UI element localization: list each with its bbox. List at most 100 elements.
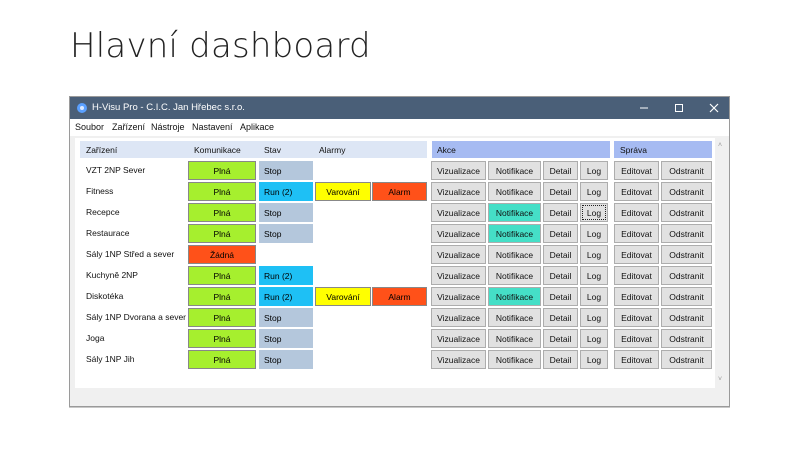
edit-button[interactable]: Editovat bbox=[614, 161, 659, 180]
visualization-button[interactable]: Vizualizace bbox=[431, 161, 486, 180]
visualization-button[interactable]: Vizualizace bbox=[431, 224, 486, 243]
communication-status: Plná bbox=[188, 308, 256, 327]
edit-button[interactable]: Editovat bbox=[614, 203, 659, 222]
communication-status: Plná bbox=[188, 266, 256, 285]
delete-button[interactable]: Odstranit bbox=[661, 224, 712, 243]
menu-zarizeni[interactable]: Zařízení bbox=[112, 122, 146, 132]
menu-soubor[interactable]: Soubor bbox=[75, 122, 105, 132]
table-row: Joga Plná Stop Vizualizace Notifikace Detail L… bbox=[75, 328, 720, 349]
scroll-up-icon[interactable]: ˄ bbox=[717, 141, 723, 149]
log-button[interactable]: Log bbox=[580, 203, 608, 222]
detail-button[interactable]: Detail bbox=[543, 350, 578, 369]
communication-status: Žádná bbox=[188, 245, 256, 264]
device-name: Sály 1NP Jih bbox=[86, 354, 135, 364]
visualization-button[interactable]: Vizualizace bbox=[431, 308, 486, 327]
notifications-button[interactable]: Notifikace bbox=[488, 182, 541, 201]
delete-button[interactable]: Odstranit bbox=[661, 350, 712, 369]
table-row: Recepce Plná Stop Vizualizace Notifikace Deta… bbox=[75, 202, 720, 223]
device-name: Restaurace bbox=[86, 228, 130, 238]
edit-button[interactable]: Editovat bbox=[614, 287, 659, 306]
alarm-badge: Alarm bbox=[372, 287, 427, 306]
scroll-down-icon[interactable]: ˅ bbox=[717, 375, 723, 383]
notifications-button[interactable]: Notifikace bbox=[488, 329, 541, 348]
app-window: H-Visu Pro - C.I.C. Jan Hřebec s.r.o. So… bbox=[69, 96, 730, 407]
title-bar[interactable]: H-Visu Pro - C.I.C. Jan Hřebec s.r.o. bbox=[70, 97, 729, 119]
notifications-button[interactable]: Notifikace bbox=[488, 308, 541, 327]
menu-bar: Soubor Zařízení Nástroje Nastavení Aplik… bbox=[70, 119, 729, 136]
delete-button[interactable]: Odstranit bbox=[661, 287, 712, 306]
detail-button[interactable]: Detail bbox=[543, 245, 578, 264]
menu-nastroje[interactable]: Nástroje bbox=[151, 122, 185, 132]
visualization-button[interactable]: Vizualizace bbox=[431, 182, 486, 201]
device-name: VZT 2NP Sever bbox=[86, 165, 146, 175]
visualization-button[interactable]: Vizualizace bbox=[431, 266, 486, 285]
delete-button[interactable]: Odstranit bbox=[661, 266, 712, 285]
visualization-button[interactable]: Vizualizace bbox=[431, 350, 486, 369]
edit-button[interactable]: Editovat bbox=[614, 308, 659, 327]
state-status: Run (2) bbox=[259, 287, 313, 306]
notifications-button[interactable]: Notifikace bbox=[488, 161, 541, 180]
edit-button[interactable]: Editovat bbox=[614, 350, 659, 369]
table-row: VZT 2NP Sever Plná Stop Vizualizace Notifika… bbox=[75, 160, 720, 181]
device-table: Zařízení Komunikace Stav Alarmy Akce Spr… bbox=[75, 138, 720, 388]
vertical-scrollbar[interactable]: ˄ ˅ bbox=[715, 138, 725, 388]
table-row: Diskotéka Plná Run (2) Varování Alarm Vizuali… bbox=[75, 286, 720, 307]
minimize-icon bbox=[640, 107, 648, 109]
edit-button[interactable]: Editovat bbox=[614, 182, 659, 201]
visualization-button[interactable]: Vizualizace bbox=[431, 329, 486, 348]
log-button[interactable]: Log bbox=[580, 350, 608, 369]
device-name: Diskotéka bbox=[86, 291, 124, 301]
table-row: Sály 1NP Střed a sever Žádná Vizualizace No… bbox=[75, 244, 720, 265]
detail-button[interactable]: Detail bbox=[543, 287, 578, 306]
detail-button[interactable]: Detail bbox=[543, 329, 578, 348]
edit-button[interactable]: Editovat bbox=[614, 329, 659, 348]
device-name: Recepce bbox=[86, 207, 120, 217]
notifications-button[interactable]: Notifikace bbox=[488, 203, 541, 222]
detail-button[interactable]: Detail bbox=[543, 182, 578, 201]
log-button[interactable]: Log bbox=[580, 161, 608, 180]
minimize-button[interactable] bbox=[627, 97, 661, 119]
notifications-button[interactable]: Notifikace bbox=[488, 224, 541, 243]
log-button[interactable]: Log bbox=[580, 287, 608, 306]
window-title: H-Visu Pro - C.I.C. Jan Hřebec s.r.o. bbox=[92, 102, 245, 113]
notifications-button[interactable]: Notifikace bbox=[488, 350, 541, 369]
column-header-alarms: Alarmy bbox=[319, 145, 346, 155]
edit-button[interactable]: Editovat bbox=[614, 266, 659, 285]
visualization-button[interactable]: Vizualizace bbox=[431, 203, 486, 222]
header-band-device bbox=[80, 141, 427, 158]
delete-button[interactable]: Odstranit bbox=[661, 161, 712, 180]
delete-button[interactable]: Odstranit bbox=[661, 245, 712, 264]
menu-aplikace[interactable]: Aplikace bbox=[240, 122, 275, 132]
edit-button[interactable]: Editovat bbox=[614, 245, 659, 264]
delete-button[interactable]: Odstranit bbox=[661, 329, 712, 348]
visualization-button[interactable]: Vizualizace bbox=[431, 245, 486, 264]
column-header-actions: Akce bbox=[437, 145, 456, 155]
close-button[interactable] bbox=[697, 97, 731, 119]
detail-button[interactable]: Detail bbox=[543, 266, 578, 285]
detail-button[interactable]: Detail bbox=[543, 224, 578, 243]
log-button[interactable]: Log bbox=[580, 245, 608, 264]
notifications-button[interactable]: Notifikace bbox=[488, 266, 541, 285]
detail-button[interactable]: Detail bbox=[543, 308, 578, 327]
detail-button[interactable]: Detail bbox=[543, 161, 578, 180]
communication-status: Plná bbox=[188, 224, 256, 243]
maximize-button[interactable] bbox=[662, 97, 696, 119]
table-row: Fitness Plná Run (2) Varování Alarm Vizualiza… bbox=[75, 181, 720, 202]
detail-button[interactable]: Detail bbox=[543, 203, 578, 222]
communication-status: Plná bbox=[188, 161, 256, 180]
notifications-button[interactable]: Notifikace bbox=[488, 287, 541, 306]
delete-button[interactable]: Odstranit bbox=[661, 182, 712, 201]
state-status: Stop bbox=[259, 203, 313, 222]
visualization-button[interactable]: Vizualizace bbox=[431, 287, 486, 306]
log-button[interactable]: Log bbox=[580, 308, 608, 327]
delete-button[interactable]: Odstranit bbox=[661, 308, 712, 327]
log-button[interactable]: Log bbox=[580, 329, 608, 348]
log-button[interactable]: Log bbox=[580, 224, 608, 243]
log-button[interactable]: Log bbox=[580, 182, 608, 201]
column-header-state: Stav bbox=[264, 145, 282, 155]
log-button[interactable]: Log bbox=[580, 266, 608, 285]
notifications-button[interactable]: Notifikace bbox=[488, 245, 541, 264]
menu-nastaveni[interactable]: Nastavení bbox=[192, 122, 233, 132]
delete-button[interactable]: Odstranit bbox=[661, 203, 712, 222]
edit-button[interactable]: Editovat bbox=[614, 224, 659, 243]
